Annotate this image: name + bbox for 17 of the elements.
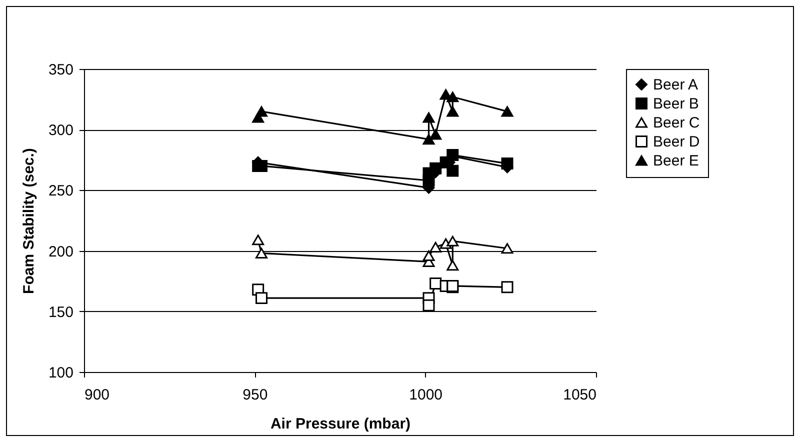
legend-label: Beer C	[653, 114, 700, 132]
y-axis-title: Foam Stability (sec.)	[20, 148, 38, 294]
x-axis-title: Air Pressure (mbar)	[270, 416, 411, 432]
y-tick-label: 100	[48, 364, 74, 382]
x-tick-label: 950	[242, 386, 268, 404]
y-tick-label: 200	[48, 243, 74, 260]
y-tick-label: 350	[48, 62, 74, 78]
x-tick-label: 1050	[563, 386, 596, 404]
legend-label: Beer E	[653, 152, 699, 170]
y-tick-label: 300	[48, 122, 74, 140]
y-tick-label: 150	[48, 304, 74, 321]
x-tick-label: 1000	[409, 386, 443, 404]
x-tick-label: 900	[84, 386, 110, 404]
legend-label: Beer D	[653, 134, 700, 150]
legend-label: Beer A	[653, 76, 698, 94]
legend-label: Beer B	[653, 96, 699, 112]
y-tick-label: 250	[48, 182, 74, 200]
